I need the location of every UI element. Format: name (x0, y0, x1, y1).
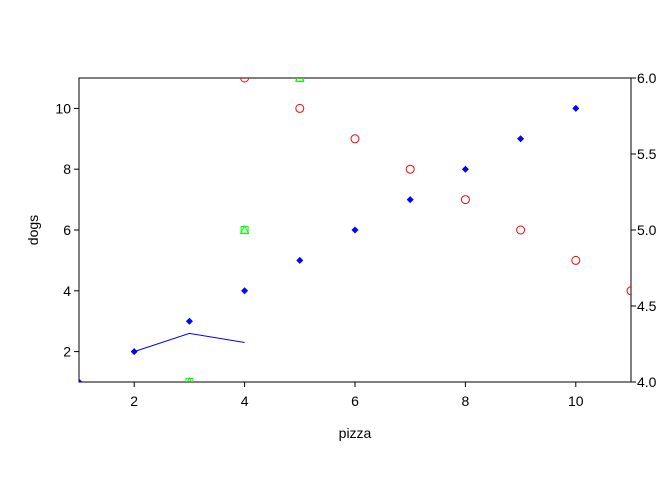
data-point-circle (405, 164, 415, 174)
y2-tick-label: 5.5 (637, 146, 657, 162)
data-point-diamond (296, 256, 304, 264)
x-tick-label: 10 (568, 393, 584, 409)
data-point-diamond (351, 226, 359, 234)
y2-tick-label: 4.5 (637, 298, 657, 314)
x-axis-title: pizza (339, 425, 372, 441)
data-point-circle (240, 78, 250, 83)
series-line (134, 332, 245, 353)
data-point-triangle (186, 376, 193, 382)
data-point-square (185, 378, 194, 382)
y-axis-right: 4.0 4.5 5.0 5.5 6.0 (631, 70, 657, 390)
y2-tick-label: 4.0 (637, 374, 657, 390)
data-point-circle (571, 255, 581, 265)
y2-tick-label: 5.0 (637, 222, 657, 238)
y-tick-label: 8 (63, 161, 71, 177)
series-4 (134, 332, 245, 353)
data-point-circle (460, 195, 470, 205)
series-3 (185, 78, 304, 382)
y2-tick-label: 6.0 (637, 70, 657, 86)
data-point-circle (350, 134, 360, 144)
data-point-square (240, 226, 249, 234)
data-point-diamond (572, 104, 580, 112)
x-tick-label: 4 (241, 393, 249, 409)
x-axis: 2 4 6 8 10 (130, 382, 584, 409)
x-tick-label: 8 (462, 393, 470, 409)
plot-area (78, 77, 632, 383)
series-2 (186, 78, 305, 382)
data-marks (79, 78, 631, 382)
y-axis-left: 2 4 6 8 10 (55, 100, 79, 360)
data-point-diamond (185, 317, 193, 325)
data-point-diamond (517, 135, 525, 143)
y-axis-title: dogs (25, 215, 41, 245)
data-point-circle (516, 225, 526, 235)
series-0 (79, 104, 580, 382)
y-tick-label: 2 (63, 344, 71, 360)
data-point-diamond (406, 196, 414, 204)
data-point-diamond (241, 287, 249, 295)
y-tick-label: 4 (63, 283, 71, 299)
data-point-diamond (79, 378, 83, 382)
x-tick-label: 2 (130, 393, 138, 409)
series-1 (240, 78, 631, 296)
data-point-square (295, 78, 304, 82)
x-tick-label: 6 (351, 393, 359, 409)
data-point-triangle (239, 224, 250, 234)
data-point-circle (626, 286, 631, 296)
y-tick-label: 6 (63, 222, 71, 238)
y-tick-label: 10 (55, 100, 71, 116)
data-point-circle (295, 103, 305, 113)
data-point-diamond (461, 165, 469, 173)
